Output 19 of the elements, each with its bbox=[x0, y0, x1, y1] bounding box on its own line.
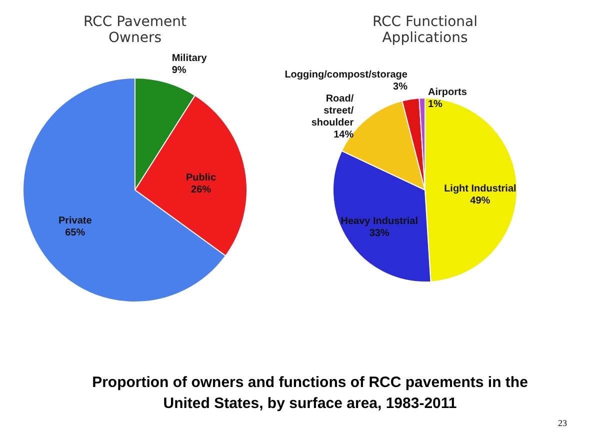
slice-label: Road/street/shoulder bbox=[311, 94, 354, 129]
slice-label: Logging/compost/storage bbox=[284, 69, 408, 80]
data-label: 26% bbox=[191, 184, 212, 196]
data-label: 3% bbox=[393, 81, 408, 92]
text: Proportion of owners and functions of RCC pavements in the United States, by surface area, 1983-2011 bbox=[91, 373, 529, 414]
slice-label: Light Industrial bbox=[444, 183, 516, 194]
chart-title: RCC Pavement Owners bbox=[84, 14, 187, 46]
slice-label: Public bbox=[186, 172, 216, 184]
data-label: 1% bbox=[428, 99, 443, 110]
slice-label: Airports bbox=[428, 87, 468, 98]
data-label: 9% bbox=[172, 65, 186, 76]
slice-label: Heavy Industrial bbox=[340, 216, 418, 228]
text: 23 bbox=[558, 418, 567, 428]
chart-title: RCC Functional Applications bbox=[372, 14, 478, 46]
data-label: 49% bbox=[470, 195, 490, 206]
data-label: 65% bbox=[65, 228, 86, 239]
slice-label: Private bbox=[58, 216, 92, 227]
slice-label: Military bbox=[172, 53, 208, 64]
data-label: 33% bbox=[369, 228, 390, 240]
